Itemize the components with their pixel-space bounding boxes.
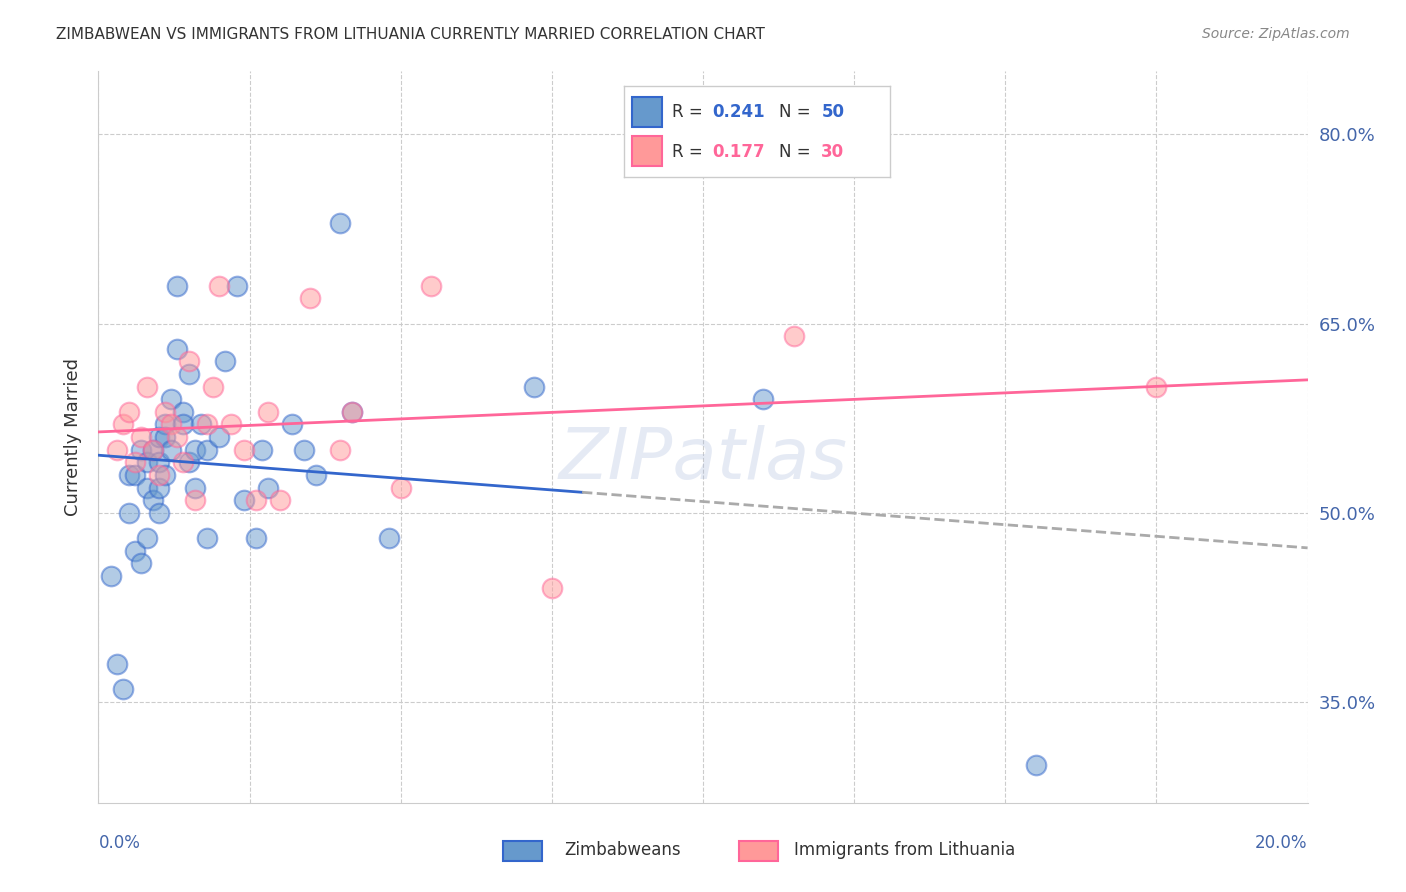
Point: [153, 430, 176, 444]
Text: ZIPatlas: ZIPatlas: [558, 425, 848, 493]
Point: [195, 442, 218, 457]
Point: [292, 442, 315, 457]
Point: [142, 442, 165, 457]
Point: [184, 442, 207, 457]
Point: [118, 467, 141, 482]
Point: [166, 342, 188, 356]
Point: [129, 442, 152, 457]
Point: [195, 417, 218, 432]
Point: [160, 417, 183, 432]
Point: [148, 481, 170, 495]
Point: [160, 392, 183, 407]
Point: [184, 493, 207, 508]
Point: [281, 417, 304, 432]
Point: [1144, 379, 1167, 393]
Point: [540, 582, 562, 596]
Text: Immigrants from Lithuania: Immigrants from Lithuania: [793, 841, 1015, 859]
Text: Zimbabweans: Zimbabweans: [564, 841, 681, 859]
Point: [299, 291, 322, 305]
Text: 20.0%: 20.0%: [1256, 834, 1308, 852]
Point: [111, 417, 134, 432]
Point: [420, 278, 443, 293]
Point: [245, 493, 267, 508]
Point: [752, 392, 775, 407]
Point: [172, 417, 194, 432]
Point: [329, 216, 352, 230]
Point: [195, 531, 218, 545]
FancyBboxPatch shape: [503, 841, 543, 862]
Point: [342, 405, 364, 419]
Point: [256, 481, 278, 495]
Point: [269, 493, 291, 508]
Point: [148, 455, 170, 469]
Point: [256, 405, 278, 419]
Point: [250, 442, 273, 457]
Point: [124, 543, 146, 558]
Point: [190, 417, 212, 432]
Point: [105, 657, 128, 671]
Point: [179, 354, 201, 368]
Point: [179, 367, 201, 381]
Point: [208, 430, 231, 444]
Point: [305, 467, 328, 482]
Point: [129, 556, 152, 570]
Point: [783, 329, 806, 343]
Point: [135, 481, 157, 495]
Point: [148, 430, 170, 444]
Point: [142, 442, 165, 457]
Point: [118, 506, 141, 520]
Point: [166, 430, 188, 444]
Point: [135, 379, 157, 393]
Point: [129, 430, 152, 444]
Point: [232, 493, 254, 508]
Point: [184, 481, 207, 495]
Point: [142, 493, 165, 508]
Point: [148, 506, 170, 520]
FancyBboxPatch shape: [740, 841, 778, 862]
Point: [153, 405, 176, 419]
Point: [148, 467, 170, 482]
Point: [172, 455, 194, 469]
Point: [523, 379, 546, 393]
Point: [221, 417, 243, 432]
Point: [135, 455, 157, 469]
Point: [153, 417, 176, 432]
Point: [1024, 758, 1046, 772]
Point: [329, 442, 352, 457]
Point: [135, 531, 157, 545]
Point: [111, 682, 134, 697]
Point: [214, 354, 236, 368]
Y-axis label: Currently Married: Currently Married: [65, 358, 83, 516]
Point: [179, 455, 201, 469]
Text: Source: ZipAtlas.com: Source: ZipAtlas.com: [1202, 27, 1350, 41]
Point: [342, 405, 364, 419]
Point: [208, 278, 231, 293]
Point: [124, 455, 146, 469]
Point: [226, 278, 249, 293]
Point: [172, 405, 194, 419]
Point: [105, 442, 128, 457]
Point: [100, 569, 122, 583]
Text: 0.0%: 0.0%: [98, 834, 141, 852]
Point: [389, 481, 412, 495]
Point: [160, 442, 183, 457]
Point: [202, 379, 225, 393]
Point: [166, 278, 188, 293]
Point: [245, 531, 267, 545]
Point: [124, 467, 146, 482]
Point: [232, 442, 254, 457]
Point: [153, 467, 176, 482]
Point: [377, 531, 399, 545]
Text: ZIMBABWEAN VS IMMIGRANTS FROM LITHUANIA CURRENTLY MARRIED CORRELATION CHART: ZIMBABWEAN VS IMMIGRANTS FROM LITHUANIA …: [56, 27, 765, 42]
Point: [118, 405, 141, 419]
